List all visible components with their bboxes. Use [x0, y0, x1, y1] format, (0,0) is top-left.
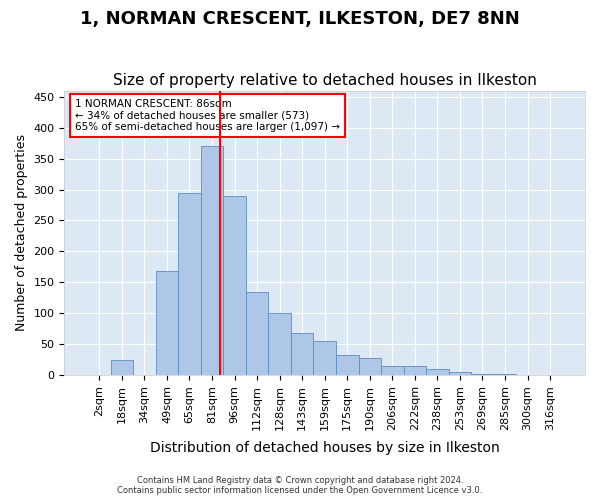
X-axis label: Distribution of detached houses by size in Ilkeston: Distribution of detached houses by size …: [150, 441, 500, 455]
Bar: [336, 354, 359, 375]
Bar: [155, 271, 178, 375]
Bar: [359, 358, 381, 375]
Text: 1, NORMAN CRESCENT, ILKESTON, DE7 8NN: 1, NORMAN CRESCENT, ILKESTON, DE7 8NN: [80, 10, 520, 28]
Text: 1 NORMAN CRESCENT: 86sqm
← 34% of detached houses are smaller (573)
65% of semi-: 1 NORMAN CRESCENT: 86sqm ← 34% of detach…: [75, 99, 340, 132]
Text: Contains HM Land Registry data © Crown copyright and database right 2024.
Contai: Contains HM Land Registry data © Crown c…: [118, 476, 482, 495]
Bar: [404, 366, 426, 375]
Bar: [201, 146, 223, 375]
Bar: [223, 196, 246, 375]
Bar: [178, 192, 201, 375]
Bar: [381, 366, 404, 375]
Bar: [313, 341, 336, 375]
Bar: [494, 374, 516, 375]
Bar: [110, 360, 133, 375]
Bar: [268, 313, 291, 375]
Bar: [246, 292, 268, 375]
Y-axis label: Number of detached properties: Number of detached properties: [15, 134, 28, 332]
Bar: [291, 333, 313, 375]
Bar: [426, 369, 449, 375]
Bar: [471, 374, 494, 375]
Bar: [449, 372, 471, 375]
Title: Size of property relative to detached houses in Ilkeston: Size of property relative to detached ho…: [113, 73, 536, 88]
